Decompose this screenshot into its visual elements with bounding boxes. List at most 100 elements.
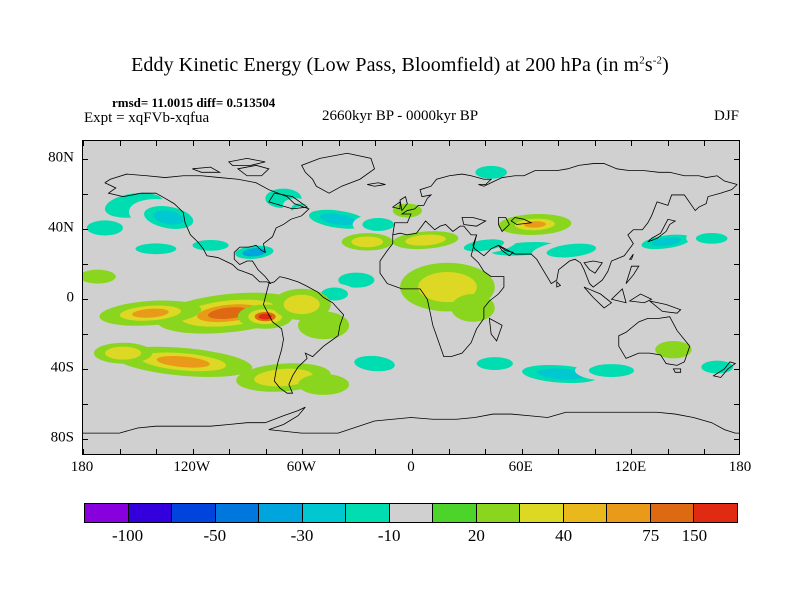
colorbar-band: [563, 504, 608, 522]
x-axis-tick: [375, 449, 377, 454]
anomaly-field: [83, 141, 739, 454]
anomaly-contour: [135, 243, 177, 255]
x-axis-tick: [229, 141, 231, 146]
colorbar-band: [346, 504, 390, 522]
anomaly-contour: [283, 294, 320, 315]
x-axis-label: 180: [70, 459, 94, 475]
anomaly-contour: [86, 220, 123, 236]
anomaly-contour: [374, 340, 419, 359]
experiment-label: Expt = xqFVb-xqfua: [84, 110, 210, 126]
x-axis-tick: [192, 449, 194, 454]
colorbar-band: [172, 504, 216, 522]
colorbar-label: -30: [290, 526, 314, 545]
title-sup-m2: 2: [639, 54, 645, 67]
anomaly-contour: [298, 311, 350, 340]
anomaly-contour: [476, 357, 513, 371]
x-axis-tick: [521, 141, 523, 146]
y-axis-label: 40S: [50, 359, 74, 375]
x-axis-tick: [375, 141, 377, 146]
x-axis-label: 60W: [286, 459, 316, 475]
anomaly-contour: [475, 165, 507, 179]
x-axis-tick: [667, 141, 669, 146]
y-axis-tick: [734, 368, 739, 370]
x-axis-tick: [521, 449, 523, 454]
y-axis-tick: [83, 298, 88, 300]
map-plot-area: [82, 140, 740, 455]
x-axis-tick: [265, 141, 267, 146]
y-axis-tick: [83, 193, 88, 195]
x-axis-tick: [229, 449, 231, 454]
colorbar-band: [476, 504, 521, 522]
y-axis-label: 80S: [50, 429, 74, 445]
x-axis-tick: [485, 449, 487, 454]
colorbar-band: [302, 504, 347, 522]
y-axis-label: 0: [66, 289, 75, 305]
x-axis-tick: [338, 141, 340, 146]
x-axis-tick: [631, 449, 633, 454]
x-axis-tick: [412, 141, 413, 146]
anomaly-contour: [83, 269, 116, 284]
colorbar-band: [389, 504, 434, 522]
x-axis-tick: [631, 141, 633, 146]
colorbar-band: [607, 504, 651, 522]
x-axis-tick: [119, 141, 121, 146]
colorbar-label: -50: [203, 526, 227, 545]
x-axis-tick: [594, 141, 596, 146]
anomaly-contour: [717, 334, 739, 352]
x-axis-label: 60E: [508, 459, 533, 475]
y-axis-tick: [83, 263, 88, 265]
colorbar-label: 20: [467, 526, 485, 545]
period-label: 2660kyr BP - 0000kyr BP: [322, 108, 479, 124]
y-axis-tick: [83, 403, 88, 405]
colorbar-band: [215, 504, 260, 522]
y-axis-label: 40N: [48, 219, 74, 235]
title-mid-s: s: [644, 54, 653, 76]
anomaly-contour: [392, 203, 422, 218]
colorbar-band: [650, 504, 695, 522]
x-axis-tick: [192, 141, 194, 146]
x-axis-tick: [704, 141, 706, 146]
anomaly-contour: [298, 374, 350, 395]
x-axis-tick: [594, 449, 596, 454]
anomaly-contour: [500, 313, 534, 331]
colorbar-label: -10: [377, 526, 401, 545]
y-axis-label: 80N: [48, 149, 74, 165]
colorbar-band: [128, 504, 173, 522]
colorbar-label: 40: [555, 526, 573, 545]
y-axis-tick: [734, 228, 739, 230]
anomaly-contour: [132, 308, 169, 318]
anomaly-contour: [451, 294, 495, 322]
title-tail: ): [662, 54, 669, 76]
anomaly-contour: [536, 368, 585, 380]
anomaly-contour: [701, 360, 733, 374]
x-axis-tick: [119, 449, 121, 454]
colorbar-band: [433, 504, 477, 522]
anomaly-contour: [588, 364, 635, 378]
title-sup-s-2: -2: [652, 54, 663, 67]
x-axis-tick: [704, 449, 706, 454]
colorbar-label: 150: [681, 526, 708, 545]
colorbar-label: -100: [112, 526, 144, 545]
x-axis-tick: [448, 449, 450, 454]
anomaly-contour: [607, 252, 645, 267]
y-axis-tick: [734, 193, 739, 195]
y-axis-tick: [734, 298, 739, 300]
y-axis-tick: [734, 158, 739, 160]
y-axis-tick: [734, 263, 739, 265]
x-axis-tick: [485, 141, 487, 146]
colorbar-label: 75: [642, 526, 660, 545]
x-axis-label: 0: [407, 459, 415, 475]
colorbar-band: [694, 504, 737, 522]
y-axis-tick: [83, 438, 88, 440]
colorbar-band: [259, 504, 303, 522]
x-axis-tick: [83, 449, 84, 454]
colorbar-band: [85, 504, 129, 522]
anomaly-contour: [258, 313, 272, 320]
x-axis-tick: [302, 141, 304, 146]
x-axis-label: 120W: [173, 459, 210, 475]
y-axis-tick: [83, 228, 88, 230]
x-axis-tick: [558, 141, 560, 146]
title-main: Eddy Kinetic Energy (Low Pass, Bloomfiel…: [131, 54, 640, 76]
anomaly-contour: [320, 213, 357, 226]
x-axis-tick: [412, 449, 413, 454]
